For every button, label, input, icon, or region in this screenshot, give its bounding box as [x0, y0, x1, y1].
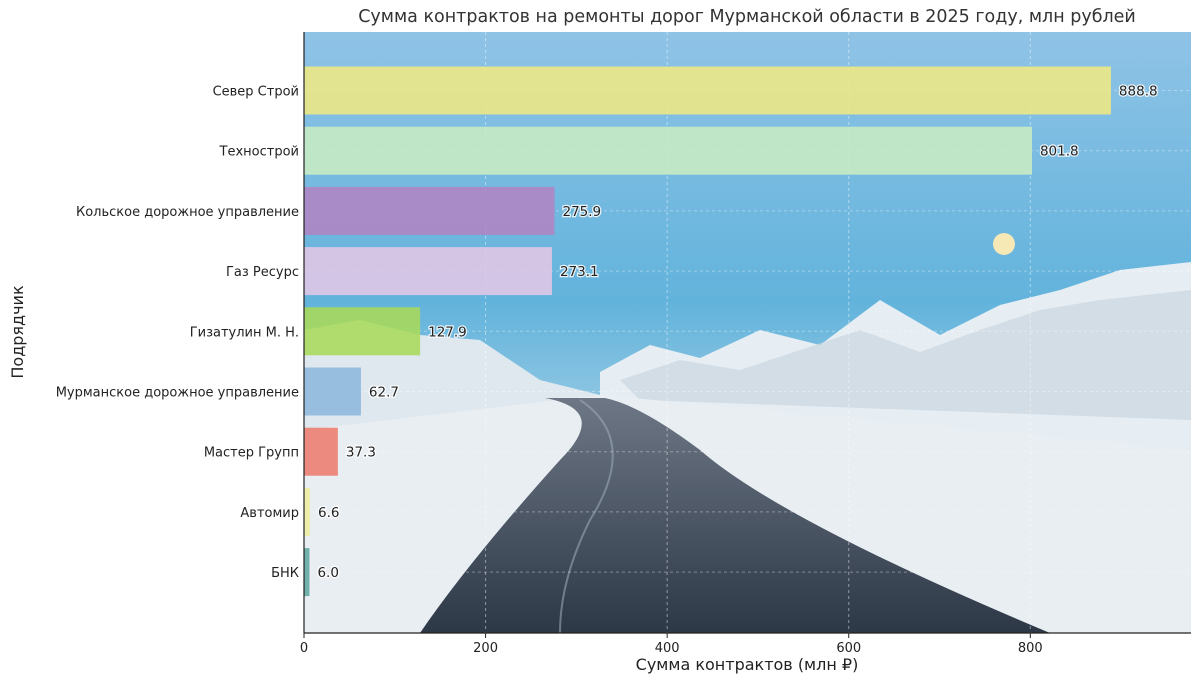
bar: [304, 548, 310, 597]
bar-value-label: 888.8: [1119, 84, 1158, 100]
axes: Север Строй Технострой Кольское дорожное у…: [56, 32, 1191, 656]
category-label: Кольское дорожное управление: [76, 205, 299, 220]
x-tick-label: 800: [1018, 641, 1043, 656]
bar: [304, 247, 552, 296]
bars-group: 888.8 801.8 275.9 273.1 127.9 62.7 37.3 6.6 6.0: [304, 66, 1159, 597]
bar: [304, 367, 361, 416]
bar-value-label: 37.3: [346, 445, 376, 461]
bar-value-label: 801.8: [1040, 144, 1079, 160]
bar-value-label: 273.1: [560, 264, 599, 280]
category-label: Технострой: [219, 145, 299, 160]
bar: [304, 66, 1111, 115]
bar: [304, 427, 338, 476]
category-label: Север Строй: [213, 85, 299, 100]
x-tick-label: 0: [300, 641, 308, 656]
bar-value-label: 6.6: [318, 505, 339, 521]
chart-title: Сумма контрактов на ремонты дорог Мурман…: [358, 7, 1136, 27]
moon-icon: [993, 233, 1015, 255]
bar: [304, 307, 421, 356]
category-label: БНК: [271, 566, 299, 581]
bar: [304, 126, 1032, 175]
category-label: Гизатулин М. Н.: [190, 325, 299, 340]
category-label: Автомир: [240, 506, 299, 521]
x-tick-label: 400: [655, 641, 680, 656]
bar-value-label: 275.9: [562, 204, 601, 220]
y-axis-title: Подрядчик: [8, 285, 27, 379]
bar: [304, 186, 555, 235]
x-tick-label: 600: [836, 641, 861, 656]
category-label: Мастер Групп: [204, 446, 299, 461]
category-label: Газ Ресурс: [226, 265, 299, 280]
x-axis-title: Сумма контрактов (млн ₽): [636, 655, 859, 674]
bar-value-label: 6.0: [317, 565, 338, 581]
x-tick-label: 200: [473, 641, 498, 656]
bar-value-label: 62.7: [369, 385, 399, 401]
bar: [304, 487, 310, 536]
category-label: Мурманское дорожное управление: [56, 386, 299, 401]
bar-value-label: 127.9: [428, 324, 467, 340]
